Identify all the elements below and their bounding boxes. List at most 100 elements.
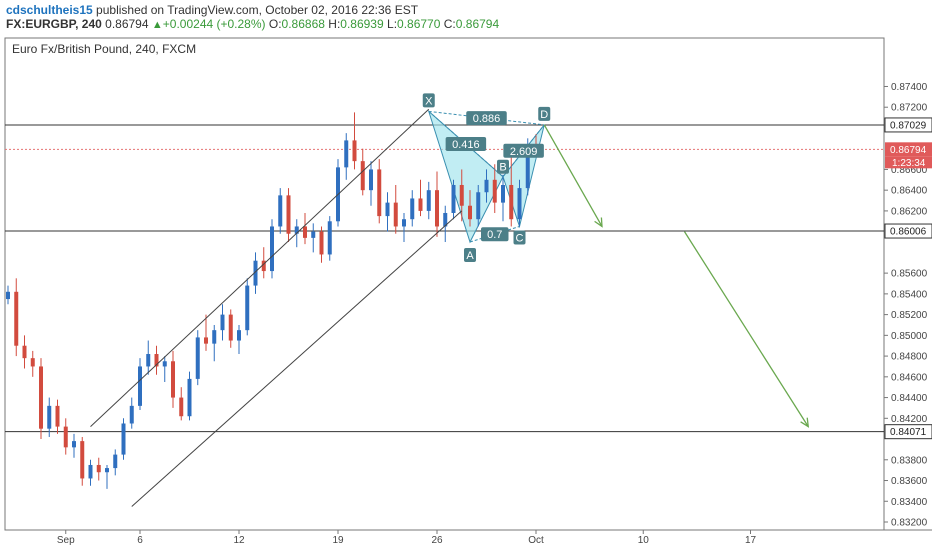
y-tick-label: 0.84400 <box>891 393 928 404</box>
current-price-tag <box>885 142 932 157</box>
candle-body <box>228 314 233 341</box>
x-tick-label: 6 <box>137 535 143 546</box>
ratio-badge <box>445 137 487 152</box>
low-value: 0.86770 <box>397 17 441 31</box>
candle-body <box>47 405 52 429</box>
projection-arrow-line <box>683 231 809 427</box>
candle-body <box>63 426 68 448</box>
y-tick-label: 0.87200 <box>891 103 928 114</box>
candle-body <box>105 468 109 473</box>
pattern-point-label: B <box>499 162 506 174</box>
countdown-label: 1:23:34 <box>892 158 926 169</box>
published-text: published on TradingView.com, October 02… <box>96 3 419 17</box>
candle-body <box>459 184 464 206</box>
candle-body <box>484 179 489 193</box>
y-tick-label: 0.86600 <box>891 165 928 176</box>
candle-body <box>245 285 250 331</box>
candle-body <box>360 161 365 191</box>
chart-title: Euro Fx/British Pound, 240, FXCM <box>12 42 196 56</box>
channel-upper-line <box>90 108 430 427</box>
candle-body <box>195 337 200 379</box>
candle-body <box>344 140 349 168</box>
y-tick-label: 0.83400 <box>891 497 928 508</box>
candle-body <box>294 226 299 234</box>
pattern-point-label: D <box>540 109 548 121</box>
y-tick-label: 0.84200 <box>891 414 928 425</box>
countdown-tag <box>885 156 932 169</box>
candle-body <box>492 179 497 203</box>
candle-body <box>22 345 27 359</box>
x-tick-label: 19 <box>332 535 344 546</box>
y-tick-label: 0.84800 <box>891 352 928 363</box>
candle-body <box>393 202 398 227</box>
candle-body <box>72 441 76 448</box>
y-tick-label: 0.85400 <box>891 289 928 300</box>
candle-body <box>146 354 151 367</box>
candle-body <box>451 184 456 213</box>
candle-body <box>96 464 101 473</box>
candle-body <box>220 314 225 331</box>
level-price-tag <box>884 424 932 440</box>
candle-body <box>319 231 324 255</box>
candle-body <box>327 221 332 255</box>
x-tick-label: 10 <box>638 535 650 546</box>
open-value: 0.86868 <box>281 17 325 31</box>
current-price-label: 0.86794 <box>890 145 927 156</box>
close-value: 0.86794 <box>455 17 500 31</box>
pattern-point-badge <box>513 230 526 245</box>
candle-body <box>171 361 175 398</box>
candle-body <box>204 337 208 344</box>
y-tick-label: 0.86400 <box>891 186 928 197</box>
high-label: H: <box>328 17 341 31</box>
level-price-tag <box>884 117 932 133</box>
x-tick-label: Sep <box>57 535 75 546</box>
level-price-tag <box>884 223 932 239</box>
candle-body <box>501 184 505 203</box>
ratio-label: 0.886 <box>473 113 501 125</box>
candle-body <box>303 226 307 238</box>
candle-body <box>187 378 192 417</box>
candle-body <box>14 291 19 346</box>
candle-body <box>55 405 60 427</box>
symbol-label: FX:EURGBP, 240 <box>6 17 102 31</box>
candle-body <box>286 195 291 234</box>
projection-arrowhead <box>800 417 810 428</box>
pattern-point-label: C <box>516 232 524 244</box>
candle-body <box>278 195 283 227</box>
level-price-label: 0.87029 <box>890 120 927 131</box>
candle-body <box>311 231 316 238</box>
low-label: L: <box>387 17 398 31</box>
ratio-badge <box>481 227 509 242</box>
candle-body <box>468 205 472 220</box>
candle-body <box>402 219 406 227</box>
ratio-badge <box>466 111 507 126</box>
ratio-label: 0.7 <box>487 229 502 241</box>
bd-ratio-line <box>502 124 545 178</box>
author-link[interactable]: cdschultheis15 <box>6 3 93 17</box>
candle-body <box>80 441 85 479</box>
pattern-point-badge <box>538 106 551 121</box>
publish-line: cdschultheis15 published on TradingView.… <box>6 3 418 17</box>
projection-arrow-line <box>543 124 603 227</box>
pattern-point-badge <box>497 159 509 174</box>
pattern-point-badge <box>464 248 476 263</box>
candle-body <box>88 464 93 479</box>
candle-body <box>352 140 357 162</box>
x-tick-label: 26 <box>431 535 443 546</box>
y-tick-label: 0.86200 <box>891 206 928 217</box>
x-tick-label: Oct <box>528 535 544 546</box>
open-label: O: <box>268 17 282 31</box>
xb-ratio-line <box>428 110 504 178</box>
level-price-label: 0.86006 <box>890 227 927 238</box>
y-tick-label: 0.87400 <box>891 82 928 93</box>
projection-arrowhead <box>594 217 603 228</box>
ratio-label: 2.609 <box>510 146 538 158</box>
candle-body <box>212 330 217 344</box>
candle-body <box>369 169 373 191</box>
x-tick-label: 12 <box>233 535 245 546</box>
candle-body <box>39 366 43 429</box>
candle-body <box>385 202 390 217</box>
candle-body <box>377 169 382 217</box>
candle-body <box>443 212 448 227</box>
